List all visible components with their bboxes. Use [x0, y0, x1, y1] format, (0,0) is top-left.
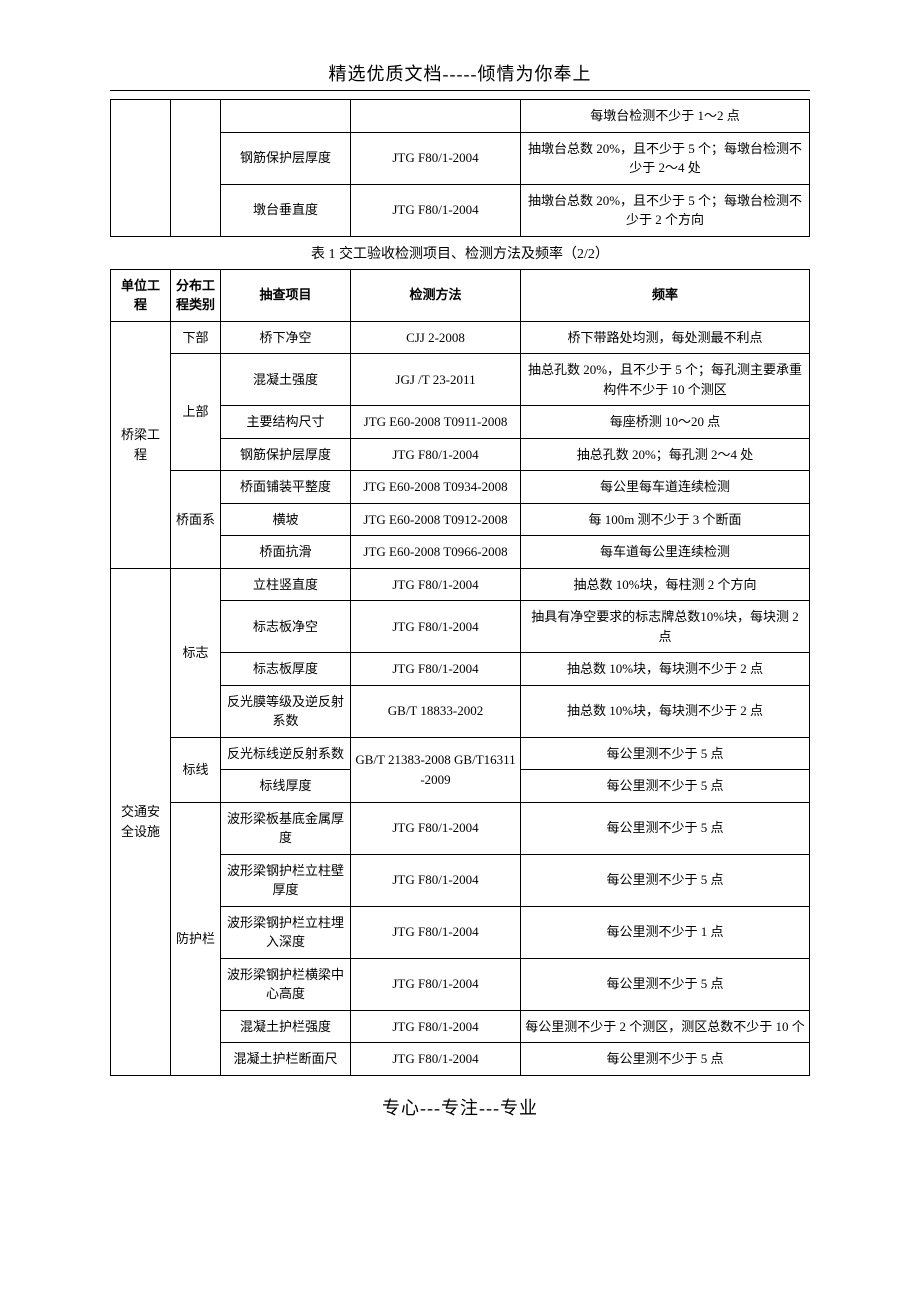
freq-cell: 抽总数 10%块，每块测不少于 2 点	[521, 653, 810, 686]
sub-cell-empty	[171, 100, 221, 237]
item-cell: 横坡	[221, 503, 351, 536]
top-continuation-table: 每墩台检测不少于 1～2 点 钢筋保护层厚度 JTG F80/1-2004 抽墩…	[110, 99, 810, 237]
sub-cell: 防护栏	[171, 802, 221, 1075]
item-cell: 钢筋保护层厚度	[221, 132, 351, 184]
item-cell: 标线厚度	[221, 770, 351, 803]
method-cell: JTG F80/1-2004	[351, 132, 521, 184]
item-cell: 反光膜等级及逆反射系数	[221, 685, 351, 737]
item-cell: 标志板净空	[221, 601, 351, 653]
header-row: 单位工程 分布工程类别 抽查项目 检测方法 频率	[111, 269, 810, 321]
method-cell: JGJ /T 23-2011	[351, 354, 521, 406]
freq-cell: 每墩台检测不少于 1～2 点	[521, 100, 810, 133]
freq-cell: 抽墩台总数 20%，且不少于 5 个；每墩台检测不少于 2～4 处	[521, 132, 810, 184]
item-cell: 波形梁板基底金属厚度	[221, 802, 351, 854]
item-cell: 反光标线逆反射系数	[221, 737, 351, 770]
table-row: 每墩台检测不少于 1～2 点	[111, 100, 810, 133]
item-cell: 混凝土护栏强度	[221, 1010, 351, 1043]
item-cell: 立柱竖直度	[221, 568, 351, 601]
table-row: 标线 反光标线逆反射系数 GB/T 21383-2008 GB/T16311-2…	[111, 737, 810, 770]
method-cell: JTG F80/1-2004	[351, 958, 521, 1010]
method-cell: JTG E60-2008 T0911-2008	[351, 406, 521, 439]
col-sub: 分布工程类别	[171, 269, 221, 321]
sub-cell: 桥面系	[171, 471, 221, 569]
unit-cell-bridge: 桥梁工程	[111, 321, 171, 568]
method-cell-merged: GB/T 21383-2008 GB/T16311-2009	[351, 737, 521, 802]
page-container: 精选优质文档-----倾情为你奉上 每墩台检测不少于 1～2 点 钢筋保护层厚度…	[0, 0, 920, 1160]
table-row: 交通安全设施 标志 立柱竖直度 JTG F80/1-2004 抽总数 10%块，…	[111, 568, 810, 601]
item-cell: 桥面抗滑	[221, 536, 351, 569]
col-item: 抽查项目	[221, 269, 351, 321]
item-cell: 混凝土强度	[221, 354, 351, 406]
method-cell: JTG E60-2008 T0912-2008	[351, 503, 521, 536]
method-cell: JTG E60-2008 T0934-2008	[351, 471, 521, 504]
freq-cell: 抽总孔数 20%；每孔测 2～4 处	[521, 438, 810, 471]
method-cell: JTG F80/1-2004	[351, 601, 521, 653]
item-cell: 混凝土护栏断面尺	[221, 1043, 351, 1076]
item-cell: 桥面铺装平整度	[221, 471, 351, 504]
item-cell: 标志板厚度	[221, 653, 351, 686]
method-cell: JTG F80/1-2004	[351, 568, 521, 601]
method-cell	[351, 100, 521, 133]
method-cell: JTG F80/1-2004	[351, 854, 521, 906]
table-caption: 表 1 交工验收检测项目、检测方法及频率（2/2）	[110, 237, 810, 269]
item-cell	[221, 100, 351, 133]
freq-cell: 抽总孔数 20%，且不少于 5 个；每孔测主要承重构件不少于 10 个测区	[521, 354, 810, 406]
sub-cell: 上部	[171, 354, 221, 471]
table-row: 防护栏 波形梁板基底金属厚度 JTG F80/1-2004 每公里测不少于 5 …	[111, 802, 810, 854]
freq-cell: 每 100m 测不少于 3 个断面	[521, 503, 810, 536]
col-method: 检测方法	[351, 269, 521, 321]
main-inspection-table: 单位工程 分布工程类别 抽查项目 检测方法 频率 桥梁工程 下部 桥下净空 CJ…	[110, 269, 810, 1076]
table-row: 桥面系 桥面铺装平整度 JTG E60-2008 T0934-2008 每公里每…	[111, 471, 810, 504]
method-cell: JTG F80/1-2004	[351, 653, 521, 686]
method-cell: CJJ 2-2008	[351, 321, 521, 354]
freq-cell: 每公里测不少于 5 点	[521, 737, 810, 770]
page-header: 精选优质文档-----倾情为你奉上	[110, 60, 810, 91]
sub-cell: 标线	[171, 737, 221, 802]
method-cell: JTG E60-2008 T0966-2008	[351, 536, 521, 569]
freq-cell: 每车道每公里连续检测	[521, 536, 810, 569]
item-cell: 波形梁钢护栏立柱埋入深度	[221, 906, 351, 958]
freq-cell: 桥下带路处均测，每处测最不利点	[521, 321, 810, 354]
col-freq: 频率	[521, 269, 810, 321]
method-cell: JTG F80/1-2004	[351, 1043, 521, 1076]
freq-cell: 每公里测不少于 5 点	[521, 1043, 810, 1076]
freq-cell: 抽墩台总数 20%，且不少于 5 个；每墩台检测不少于 2 个方向	[521, 184, 810, 236]
item-cell: 主要结构尺寸	[221, 406, 351, 439]
freq-cell: 每公里测不少于 2 个测区，测区总数不少于 10 个	[521, 1010, 810, 1043]
item-cell: 钢筋保护层厚度	[221, 438, 351, 471]
freq-cell: 每公里测不少于 5 点	[521, 958, 810, 1010]
method-cell: JTG F80/1-2004	[351, 438, 521, 471]
item-cell: 波形梁钢护栏立柱壁厚度	[221, 854, 351, 906]
method-cell: JTG F80/1-2004	[351, 184, 521, 236]
method-cell: JTG F80/1-2004	[351, 906, 521, 958]
freq-cell: 每公里测不少于 5 点	[521, 802, 810, 854]
item-cell: 墩台垂直度	[221, 184, 351, 236]
freq-cell: 抽具有净空要求的标志牌总数10%块，每块测 2 点	[521, 601, 810, 653]
sub-cell: 下部	[171, 321, 221, 354]
freq-cell: 抽总数 10%块，每柱测 2 个方向	[521, 568, 810, 601]
freq-cell: 抽总数 10%块，每块测不少于 2 点	[521, 685, 810, 737]
method-cell: GB/T 18833-2002	[351, 685, 521, 737]
table-row: 上部 混凝土强度 JGJ /T 23-2011 抽总孔数 20%，且不少于 5 …	[111, 354, 810, 406]
item-cell: 桥下净空	[221, 321, 351, 354]
freq-cell: 每公里测不少于 5 点	[521, 770, 810, 803]
sub-cell: 标志	[171, 568, 221, 737]
method-cell: JTG F80/1-2004	[351, 1010, 521, 1043]
unit-cell-safety: 交通安全设施	[111, 568, 171, 1075]
freq-cell: 每座桥测 10～20 点	[521, 406, 810, 439]
method-cell: JTG F80/1-2004	[351, 802, 521, 854]
item-cell: 波形梁钢护栏横梁中心高度	[221, 958, 351, 1010]
col-unit: 单位工程	[111, 269, 171, 321]
page-footer: 专心---专注---专业	[110, 1084, 810, 1120]
freq-cell: 每公里测不少于 5 点	[521, 854, 810, 906]
table-row: 桥梁工程 下部 桥下净空 CJJ 2-2008 桥下带路处均测，每处测最不利点	[111, 321, 810, 354]
freq-cell: 每公里测不少于 1 点	[521, 906, 810, 958]
freq-cell: 每公里每车道连续检测	[521, 471, 810, 504]
unit-cell-empty	[111, 100, 171, 237]
